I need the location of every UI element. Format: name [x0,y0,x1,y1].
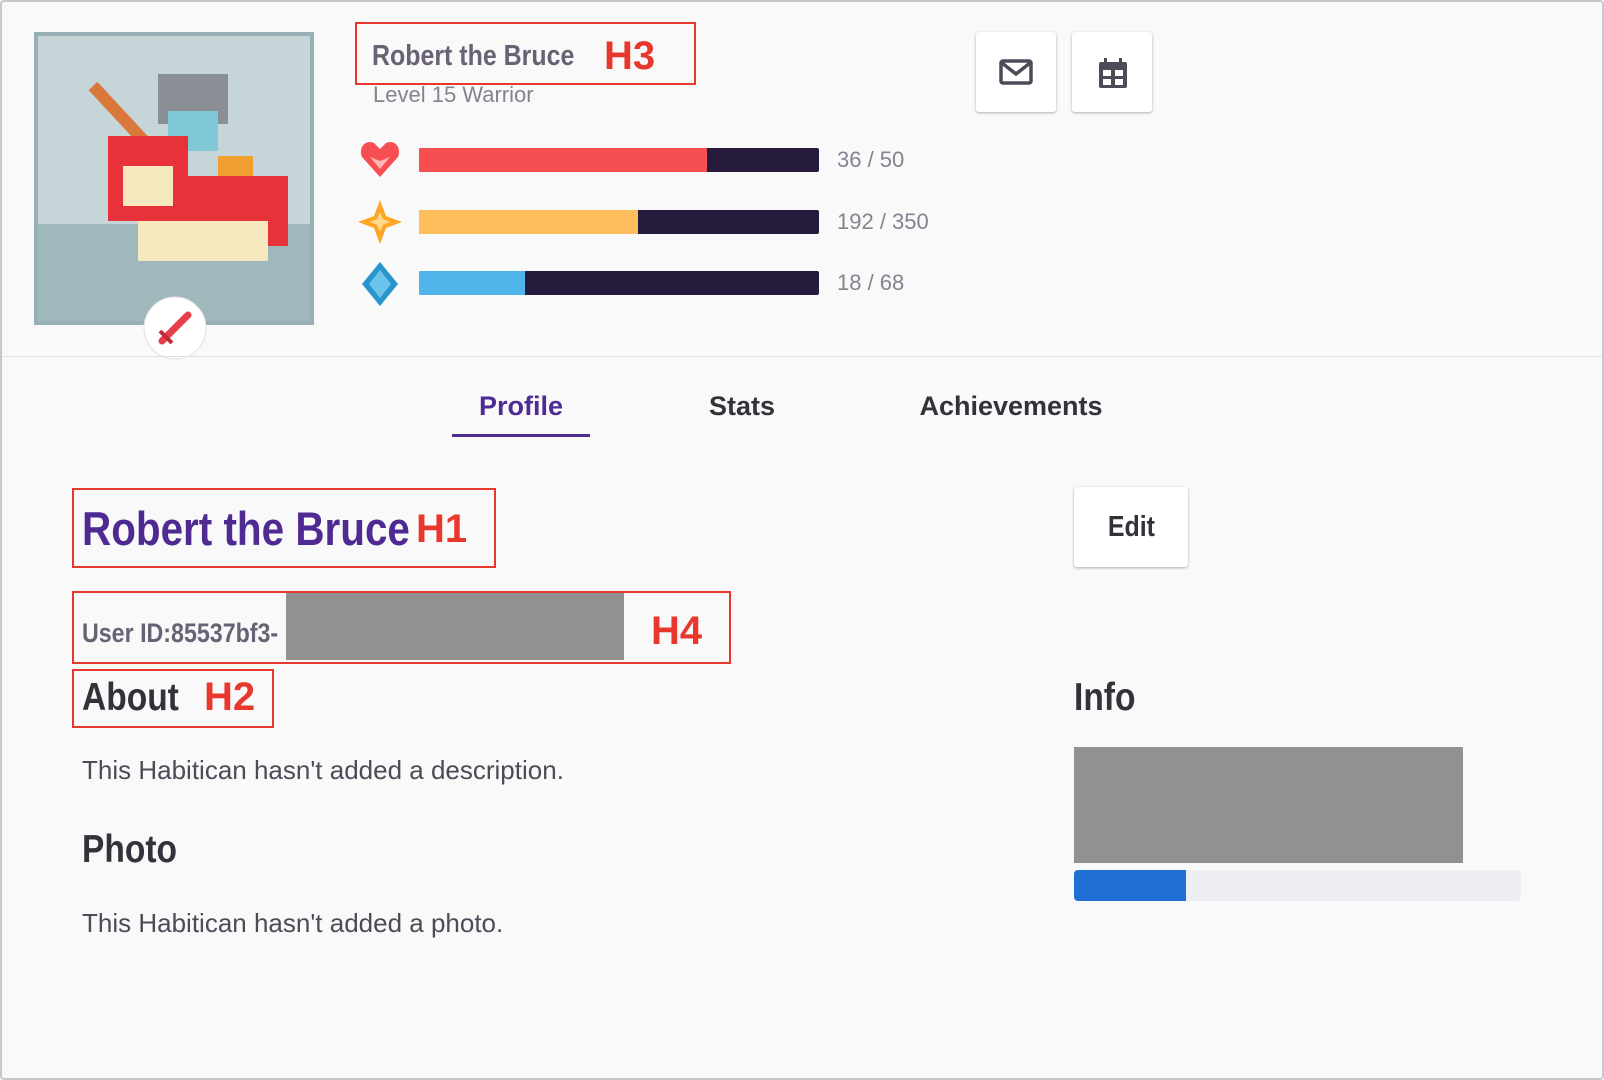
redaction [1074,747,1463,863]
mana-icon-shine [369,270,391,298]
photo-heading: Photo [82,828,178,871]
header-name-wrap: Robert the Bruce [372,42,607,71]
about-heading-wrap: About [82,678,195,717]
calendar-ring [1119,58,1122,64]
info-heading: Info [1074,676,1136,719]
sprite-shield [218,156,253,176]
info-heading-wrap: Info [1074,678,1145,717]
class-badge [143,296,207,360]
about-heading: About [82,676,179,719]
user-id: User ID:85537bf3- [82,618,279,648]
message-button[interactable] [976,32,1056,112]
annotation-label: H4 [651,609,703,653]
progress-fill [1074,870,1186,901]
photo-text: This Habitican hasn't added a photo. [82,908,504,938]
experience-icon-shine [370,212,390,232]
edit-button[interactable]: Edit [1074,487,1188,567]
mana-label: 18 / 68 [837,270,905,295]
health-icon-shape [360,141,400,177]
annotation-box [72,488,496,568]
profile-name-wrap: Robert the Bruce [82,505,463,552]
health-bar [419,148,819,172]
photo-heading-wrap: Photo [82,830,192,869]
about-text: This Habitican hasn't added a descriptio… [82,755,564,785]
tab[interactable]: Stats [708,391,776,421]
calendar-cell [1103,79,1111,85]
redaction [286,593,624,660]
sprite-mount-face [123,166,173,206]
health-icon [360,141,400,177]
calendar-cell [1115,79,1123,85]
tab[interactable]: Profile [478,391,564,421]
tab[interactable]: Achievements [919,391,1103,421]
calendar-cell [1103,70,1111,76]
experience-icon [358,200,402,244]
health-fill [419,148,707,172]
annotation-label: H1 [416,507,468,551]
annotation-box [355,22,696,85]
envelope [999,59,1033,85]
calendar-ring [1104,58,1107,64]
sprite-mount-legs [138,221,268,261]
profile-name: Robert the Bruce [82,502,410,555]
class-badge-hilt [158,329,174,345]
calendar-button[interactable] [1072,32,1152,112]
user-id-wrap: User ID:85537bf3- [82,620,310,647]
experience-label: 192 / 350 [837,209,929,234]
annotation-box [72,669,274,728]
mana-fill [419,271,525,295]
header-name: Robert the Bruce [372,40,575,72]
level-text: Level 15 Warrior [373,82,534,107]
mana-bar [419,271,819,295]
experience-bar [419,210,819,234]
avatar [34,32,314,325]
message-icon [999,59,1033,85]
envelope-flap [1000,61,1032,77]
mana-icon [362,262,398,306]
experience-fill [419,210,639,234]
calendar-icon [1099,58,1127,88]
active-tab-underline [452,434,590,437]
health-icon-shine [370,157,390,169]
edit-label: Edit [1107,511,1155,543]
header-separator [2,356,1602,357]
annotation-box [72,591,731,664]
annotation-label: H2 [204,675,256,719]
progress-track [1074,870,1521,901]
health-label: 36 / 50 [837,147,905,172]
avatar-sprite [88,74,288,261]
calendar-cell [1115,70,1123,76]
annotation-label: H3 [604,34,656,78]
